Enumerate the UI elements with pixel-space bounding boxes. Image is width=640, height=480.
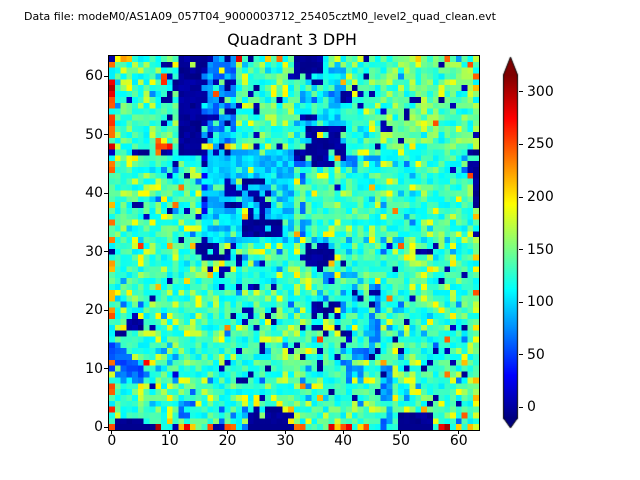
y-tick-label: 20 — [85, 302, 103, 319]
x-tick-mark — [400, 430, 402, 434]
colorbar-tick-label: 50 — [527, 346, 545, 363]
y-tick-mark — [104, 251, 108, 253]
x-tick-mark — [458, 430, 460, 434]
y-tick-label: 60 — [85, 68, 103, 85]
colorbar-tick-label: 100 — [527, 294, 554, 311]
y-tick-label: 10 — [85, 360, 103, 377]
heatmap-image — [109, 56, 479, 430]
x-tick-mark — [284, 430, 286, 434]
colorbar-tick-mark — [519, 354, 523, 356]
colorbar-tick-mark — [519, 406, 523, 408]
y-tick-mark — [104, 75, 108, 77]
plot-axes — [108, 55, 480, 431]
colorbar-tick-label: 0 — [527, 399, 536, 416]
colorbar-tick-label: 250 — [527, 136, 554, 153]
colorbar-tick-mark — [519, 301, 523, 303]
colorbar-tick-mark — [519, 91, 523, 93]
x-tick-label: 40 — [334, 433, 353, 449]
colorbar-tick-mark — [519, 249, 523, 251]
chart-title: Quadrant 3 DPH — [227, 30, 357, 49]
colorbar-tick-mark — [519, 196, 523, 198]
x-tick-mark — [342, 430, 344, 434]
x-tick-mark — [111, 430, 113, 434]
x-tick-label: 10 — [160, 433, 179, 449]
y-tick-mark — [104, 368, 108, 370]
y-tick-label: 40 — [85, 185, 103, 202]
x-tick-label: 0 — [107, 433, 117, 449]
data-file-label: Data file: modeM0/AS1A09_057T04_90000037… — [24, 10, 496, 23]
y-tick-label: 30 — [85, 243, 103, 260]
y-tick-mark — [104, 134, 108, 136]
x-tick-mark — [227, 430, 229, 434]
x-tick-label: 60 — [449, 433, 468, 449]
x-tick-label: 50 — [392, 433, 410, 449]
colorbar-tick-mark — [519, 143, 523, 145]
y-tick-mark — [104, 192, 108, 194]
colorbar-tick-label: 200 — [527, 189, 554, 206]
y-tick-mark — [104, 309, 108, 311]
x-tick-label: 30 — [276, 433, 295, 449]
y-tick-mark — [104, 426, 108, 428]
y-tick-label: 50 — [85, 126, 103, 143]
colorbar-tick-label: 300 — [527, 83, 554, 100]
colorbar-tick-label: 150 — [527, 241, 554, 258]
x-tick-mark — [169, 430, 171, 434]
colorbar — [502, 56, 519, 430]
y-tick-label: 0 — [94, 419, 103, 436]
x-tick-label: 20 — [218, 433, 237, 449]
